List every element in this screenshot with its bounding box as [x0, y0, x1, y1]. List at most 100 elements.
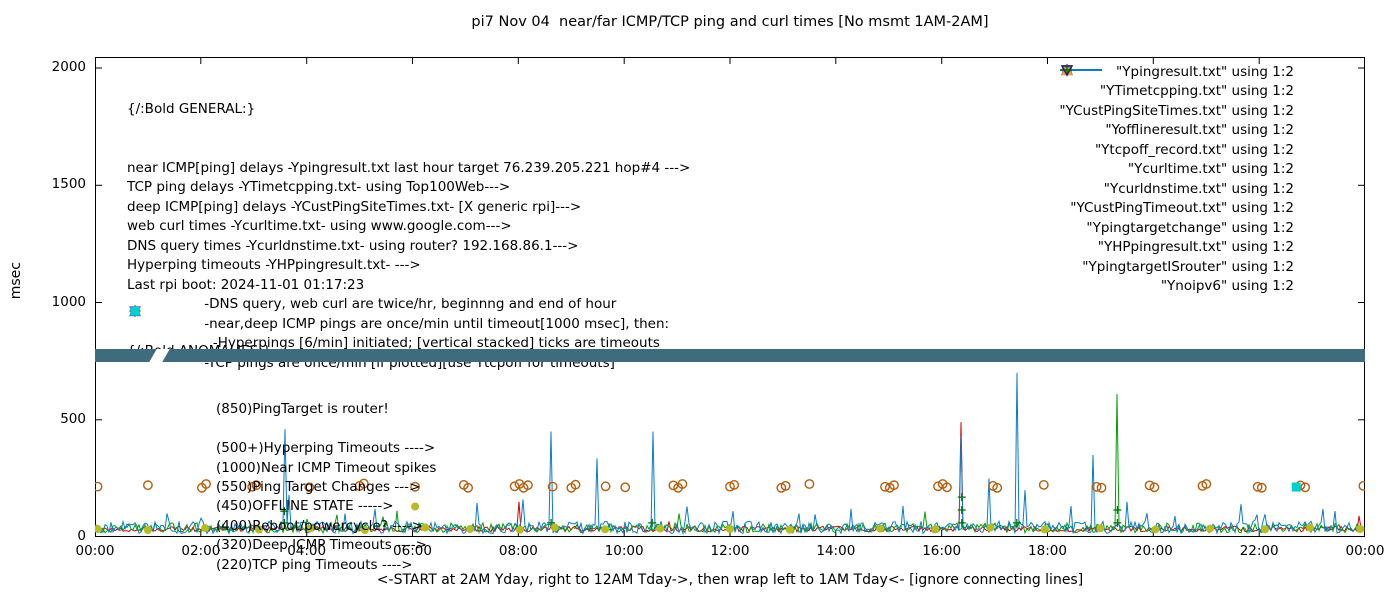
dns-time-dot-marker: [360, 526, 369, 534]
y-tick-label: 1500: [51, 176, 86, 193]
y-tick-label: 0: [77, 528, 86, 544]
legend-item: "Ycurltime.txt" using 1:2: [1059, 64, 1351, 180]
curl-time-circle-marker: [247, 481, 258, 492]
x-tick-label: 00:00: [75, 543, 115, 559]
anomaly-text: (850)PingTarget is router!: [216, 401, 389, 418]
curl-time-circle-marker: [201, 479, 212, 489]
hyperping-plus-marker: [957, 518, 966, 527]
legend-item: "Ycurldnstime.txt" using 1:2: [1059, 65, 1351, 199]
x-tick-label: 08:00: [498, 543, 538, 559]
anomaly-text: (400)Reboot/powercycle? ---->: [216, 517, 423, 534]
curl-time-circle-marker: [992, 482, 1003, 493]
anomaly-item: (550)Ping Target Changes --->: [127, 306, 436, 497]
legend-label: "YpingtargetISrouter" using 1:2: [1082, 258, 1294, 275]
plot-area: {/:Bold GENERAL:} near ICMP[ping] delays…: [95, 57, 1365, 573]
curl-time-circle-marker: [251, 480, 262, 491]
dns-time-dot-marker: [726, 525, 734, 533]
curl-time-circle-marker: [804, 479, 815, 489]
curl-time-circle-marker: [522, 480, 533, 491]
legend: "Ypingresult.txt" using 1:2 "YTimetcpping…: [1059, 62, 1351, 296]
dns-time-dot-marker: [1151, 525, 1160, 534]
dns-time-dot-marker: [986, 523, 995, 532]
anomaly-triangle-filled-icon: [129, 306, 216, 496]
dns-time-dot-marker: [421, 523, 430, 532]
general-annotation: {/:Bold GENERAL:} near ICMP[ping] delays…: [127, 61, 690, 412]
anomalies-lines: (850)PingTarget is router! (500+)Hyperpin…: [127, 304, 436, 576]
general-line: DNS query times -Ycurldnstime.txt- using…: [127, 237, 579, 254]
x-tick-label: 18:00: [1028, 543, 1067, 559]
anomaly-item: (400)Reboot/powercycle? ---->: [127, 517, 436, 536]
x-axis-label: <-START at 2AM Yday, right to 12AM Tday-…: [376, 572, 1084, 588]
curl-time-circle-marker: [570, 479, 581, 490]
hyperping-plus-marker: [957, 506, 966, 514]
anomaly-item: (850)PingTarget is router!: [127, 306, 436, 420]
general-heading: {/:Bold GENERAL:}: [127, 101, 256, 117]
curl-time-circle-marker: [463, 482, 473, 493]
x-tick-label: 22:00: [1239, 543, 1279, 559]
anomalies-annotation: {/:Bold ANOMALIES:} (850)PingTarget is r…: [127, 303, 436, 614]
x-tick-label: 12:00: [710, 543, 750, 559]
legend-item: "Yofflineresult.txt" using 1:2: [1059, 65, 1351, 141]
general-lines: near ICMP[ping] delays -Ypingresult.txt …: [127, 159, 690, 374]
legend-label: "Ycurldnstime.txt" using 1:2: [1103, 180, 1294, 197]
anomaly-no-icon: [199, 422, 216, 438]
ynoipv6-timeout-band: [95, 349, 1365, 362]
dns-time-dot-marker: [1356, 525, 1365, 533]
general-line: -near,deep ICMP pings are once/min until…: [127, 315, 670, 332]
general-line: web curl times -Ycurltime.txt- using www…: [127, 218, 512, 234]
dns-time-dot-marker: [1306, 523, 1314, 532]
dns-time-dot-marker: [601, 525, 610, 534]
y-tick-label: 1000: [51, 293, 86, 310]
legend-label: "Ypingtargetchange" using 1:2: [1086, 219, 1294, 236]
curl-time-circle-marker: [933, 481, 943, 492]
hyperping-plus-marker: [648, 518, 657, 527]
curl-time-circle-marker: [95, 481, 103, 492]
dns-time-dot-marker: [1206, 524, 1214, 533]
curl-time-circle-marker: [1096, 482, 1107, 493]
y-tick-label: 2000: [51, 59, 86, 75]
anomaly-square-open-icon: [130, 306, 216, 515]
legend-item: "Ytcpoff_record.txt" using 1:2: [1059, 65, 1351, 160]
curl-time-circle-marker: [358, 478, 369, 489]
anomaly-text: (220)TCP ping Timeouts ---->: [216, 556, 413, 573]
general-line: deep ICMP[ping] delays -YCustPingSiteTim…: [127, 198, 582, 215]
hyperping-plus-marker: [547, 518, 556, 527]
general-line: -DNS query, web curl are twice/hr, begin…: [127, 296, 617, 312]
legend-label: "YTimetcpping.txt" using 1:2: [1099, 83, 1294, 100]
anomaly-item: [127, 420, 436, 439]
x-tick-label: 06:00: [393, 543, 432, 559]
hyperping-plus-marker: [1113, 518, 1122, 527]
curl-time-circle-marker: [410, 481, 420, 492]
legend-item: "YCustPingTimeout.txt" using 1:2: [1059, 63, 1351, 219]
anomaly-item: (320)Deep ICMP Timeouts ---->: [127, 304, 436, 555]
tcpoff-square-marker: [1291, 482, 1301, 492]
x-tick-label: 04:00: [287, 543, 327, 559]
dns-time-dot-marker: [411, 502, 420, 511]
dns-time-dot-marker: [255, 525, 263, 534]
legend-label: "YCustPingTimeout.txt" using 1:2: [1070, 200, 1294, 217]
dns-time-dot-marker: [656, 524, 665, 533]
legend-item: "YpingtargetISrouter" using 1:2: [1059, 65, 1351, 277]
dns-time-dot-marker: [305, 524, 314, 533]
anomaly-item: (450)OFFLINE STATE ----->: [127, 306, 436, 516]
legend-item: "Ypingtargetchange" using 1:2: [1059, 65, 1351, 238]
dns-time-dot-marker: [550, 523, 559, 532]
plot-canvas: [95, 57, 1365, 537]
curl-time-circle-marker: [143, 480, 153, 491]
curl-time-circle-marker: [1358, 481, 1365, 491]
general-line: near ICMP[ping] delays -Ypingresult.txt …: [127, 159, 691, 176]
legend-label: "Ypingresult.txt" using 1:2: [1116, 63, 1294, 80]
curl-time-circle-marker: [942, 482, 952, 493]
anomaly-nabla-open-icon: [128, 306, 216, 418]
dns-time-dot-marker: [1096, 524, 1105, 533]
dns-time-dot-marker: [876, 524, 885, 533]
legend-label: "Ytcpoff_record.txt" using 1:2: [1094, 141, 1294, 158]
dns-time-dot-marker: [1261, 525, 1269, 534]
x-tick-label: 00:00: [1345, 543, 1385, 559]
anomaly-square-filled-icon: [130, 306, 216, 573]
general-line: TCP ping delays -YTimetcpping.txt- using…: [127, 179, 511, 195]
anomaly-item: (1000)Near ICMP Timeout spikes: [127, 459, 436, 478]
curl-time-circle-marker: [729, 479, 740, 490]
curl-time-circle-marker: [600, 481, 611, 492]
curl-time-circle-marker: [620, 482, 631, 493]
